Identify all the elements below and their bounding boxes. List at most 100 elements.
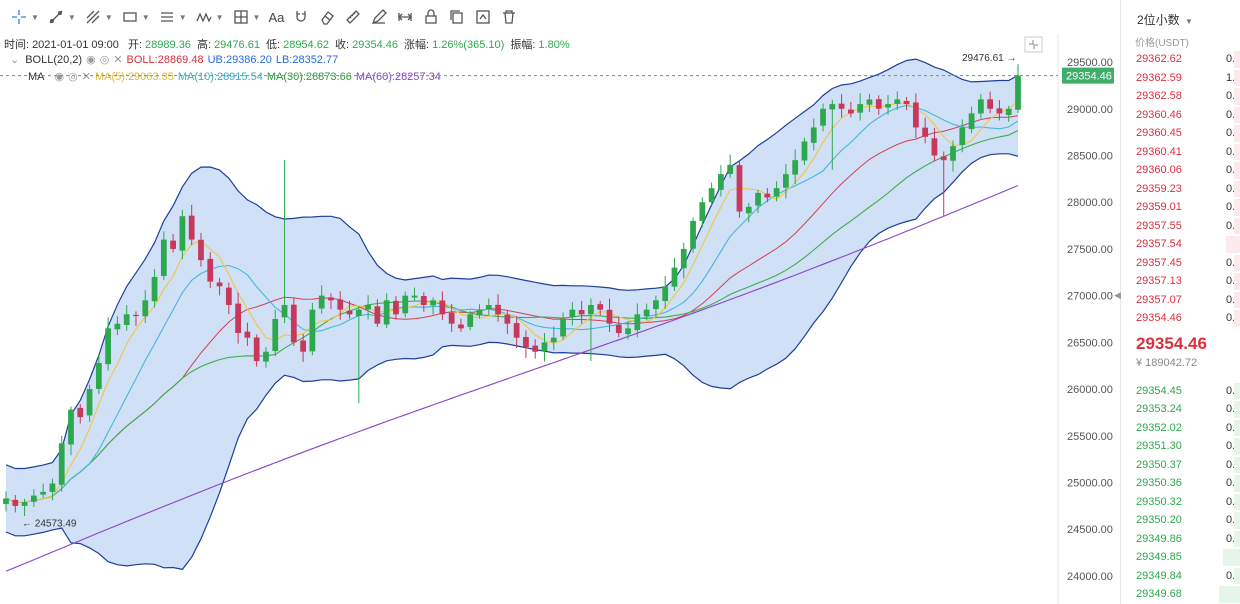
candle[interactable] — [485, 298, 492, 316]
candle[interactable] — [810, 118, 817, 151]
range-tool[interactable] — [392, 4, 418, 30]
bid-row[interactable]: 29349.851.3 — [1121, 548, 1240, 567]
candle[interactable] — [950, 140, 956, 172]
bid-row[interactable]: 29350.20 0.1 — [1121, 511, 1240, 530]
candle[interactable] — [253, 334, 260, 367]
candle[interactable] — [792, 149, 799, 185]
eraser-tool[interactable] — [314, 4, 340, 30]
candle[interactable] — [235, 292, 241, 344]
candle[interactable] — [560, 312, 566, 340]
candle[interactable] — [225, 282, 232, 315]
ask-row[interactable]: 29362.58 0.0 — [1121, 87, 1240, 106]
candle[interactable] — [569, 302, 576, 326]
ask-row[interactable]: 29354.46 0.0 — [1121, 309, 1240, 328]
candle[interactable] — [718, 165, 724, 197]
bid-row[interactable]: 29349.681.7 — [1121, 585, 1240, 604]
candle[interactable] — [977, 94, 984, 119]
candle[interactable] — [708, 182, 715, 206]
candle[interactable] — [643, 303, 650, 321]
candle[interactable] — [337, 291, 344, 320]
candle[interactable] — [523, 330, 529, 358]
ask-row[interactable]: 29357.13 0.0 — [1121, 272, 1240, 291]
candle[interactable] — [420, 292, 427, 312]
candle[interactable] — [49, 478, 56, 501]
candle[interactable] — [86, 384, 93, 422]
magnet-tool[interactable] — [288, 4, 314, 30]
candle[interactable] — [875, 95, 882, 115]
candle[interactable] — [355, 306, 362, 404]
candlestick-chart[interactable]: 29500.00 29000.00 28500.00 28000.00 27500.00… — [0, 0, 1115, 604]
trash-tool[interactable] — [496, 4, 522, 30]
bid-row[interactable]: 29349.86 0.0 — [1121, 530, 1240, 549]
candle[interactable] — [987, 91, 994, 114]
precision-select[interactable]: 2位小数 ▼ — [1121, 0, 1240, 34]
ask-row[interactable]: 29357.55 0.7 — [1121, 217, 1240, 236]
candle[interactable] — [829, 99, 836, 170]
pencil-tool[interactable] — [366, 4, 392, 30]
candle[interactable] — [513, 316, 520, 349]
candle[interactable] — [912, 93, 919, 139]
ask-row[interactable]: 29357.07 0.0 — [1121, 291, 1240, 310]
candle[interactable] — [764, 187, 771, 203]
candle[interactable] — [690, 217, 696, 253]
candle[interactable] — [653, 295, 659, 319]
ask-row[interactable]: 29362.62 0.0 — [1121, 50, 1240, 69]
candle[interactable] — [244, 322, 251, 346]
candle[interactable] — [662, 275, 669, 309]
candle[interactable] — [77, 404, 84, 424]
candle[interactable] — [365, 295, 371, 320]
candle[interactable] — [198, 232, 204, 267]
close-icon[interactable]: ✕ — [81, 71, 91, 83]
candle[interactable] — [309, 302, 316, 356]
candle[interactable] — [383, 293, 390, 328]
candle[interactable] — [328, 293, 334, 310]
candle[interactable] — [411, 287, 418, 302]
candle[interactable] — [374, 299, 381, 327]
candle[interactable] — [550, 326, 557, 351]
eye-icon[interactable]: ◉ — [86, 54, 96, 66]
candle[interactable] — [58, 435, 65, 492]
parallel-lines-tool[interactable]: ▼ — [154, 4, 191, 30]
candle[interactable] — [30, 489, 37, 508]
ask-row[interactable]: 29357.541.1 — [1121, 235, 1240, 254]
candle[interactable] — [996, 100, 1003, 121]
candle[interactable] — [467, 310, 474, 331]
settings-icon[interactable]: ◎ — [99, 54, 110, 66]
bid-row[interactable]: 29352.02 0.3 — [1121, 419, 1240, 438]
candle[interactable] — [170, 234, 176, 253]
bid-row[interactable]: 29350.36 0.1 — [1121, 474, 1240, 493]
candle[interactable] — [885, 95, 891, 115]
candle[interactable] — [745, 202, 752, 223]
candle[interactable] — [1015, 64, 1021, 113]
measure-tool[interactable]: ▼ — [228, 4, 265, 30]
candle[interactable] — [12, 494, 19, 513]
candle[interactable] — [393, 296, 399, 320]
ask-row[interactable]: 29357.45 0.0 — [1121, 254, 1240, 273]
copy-tool[interactable] — [444, 4, 470, 30]
candle[interactable] — [671, 257, 678, 291]
fullscreen-button[interactable] — [1024, 36, 1043, 53]
candle[interactable] — [634, 303, 641, 338]
candle[interactable] — [188, 204, 195, 246]
candle[interactable] — [578, 300, 585, 324]
candle[interactable] — [263, 347, 269, 368]
candle[interactable] — [848, 101, 854, 118]
candle[interactable] — [160, 231, 167, 280]
candle[interactable] — [318, 285, 325, 314]
bid-row[interactable]: 29354.45 0.7 — [1121, 382, 1240, 401]
ask-row[interactable]: 29360.46 0.1 — [1121, 106, 1240, 125]
candle[interactable] — [21, 498, 28, 517]
ask-row[interactable]: 29359.01 0.1 — [1121, 198, 1240, 217]
trend-line-tool[interactable]: ▼ — [43, 4, 80, 30]
candle[interactable] — [866, 93, 873, 113]
candle[interactable] — [439, 291, 446, 320]
candle[interactable] — [597, 300, 604, 316]
candle[interactable] — [133, 311, 139, 326]
candle[interactable] — [448, 303, 455, 332]
candle[interactable] — [903, 96, 910, 111]
candle[interactable] — [922, 117, 929, 144]
candle[interactable] — [625, 321, 631, 340]
candle[interactable] — [95, 354, 102, 395]
bid-row[interactable]: 29353.24 0.3 — [1121, 400, 1240, 419]
screenshot-tool[interactable] — [470, 4, 496, 30]
